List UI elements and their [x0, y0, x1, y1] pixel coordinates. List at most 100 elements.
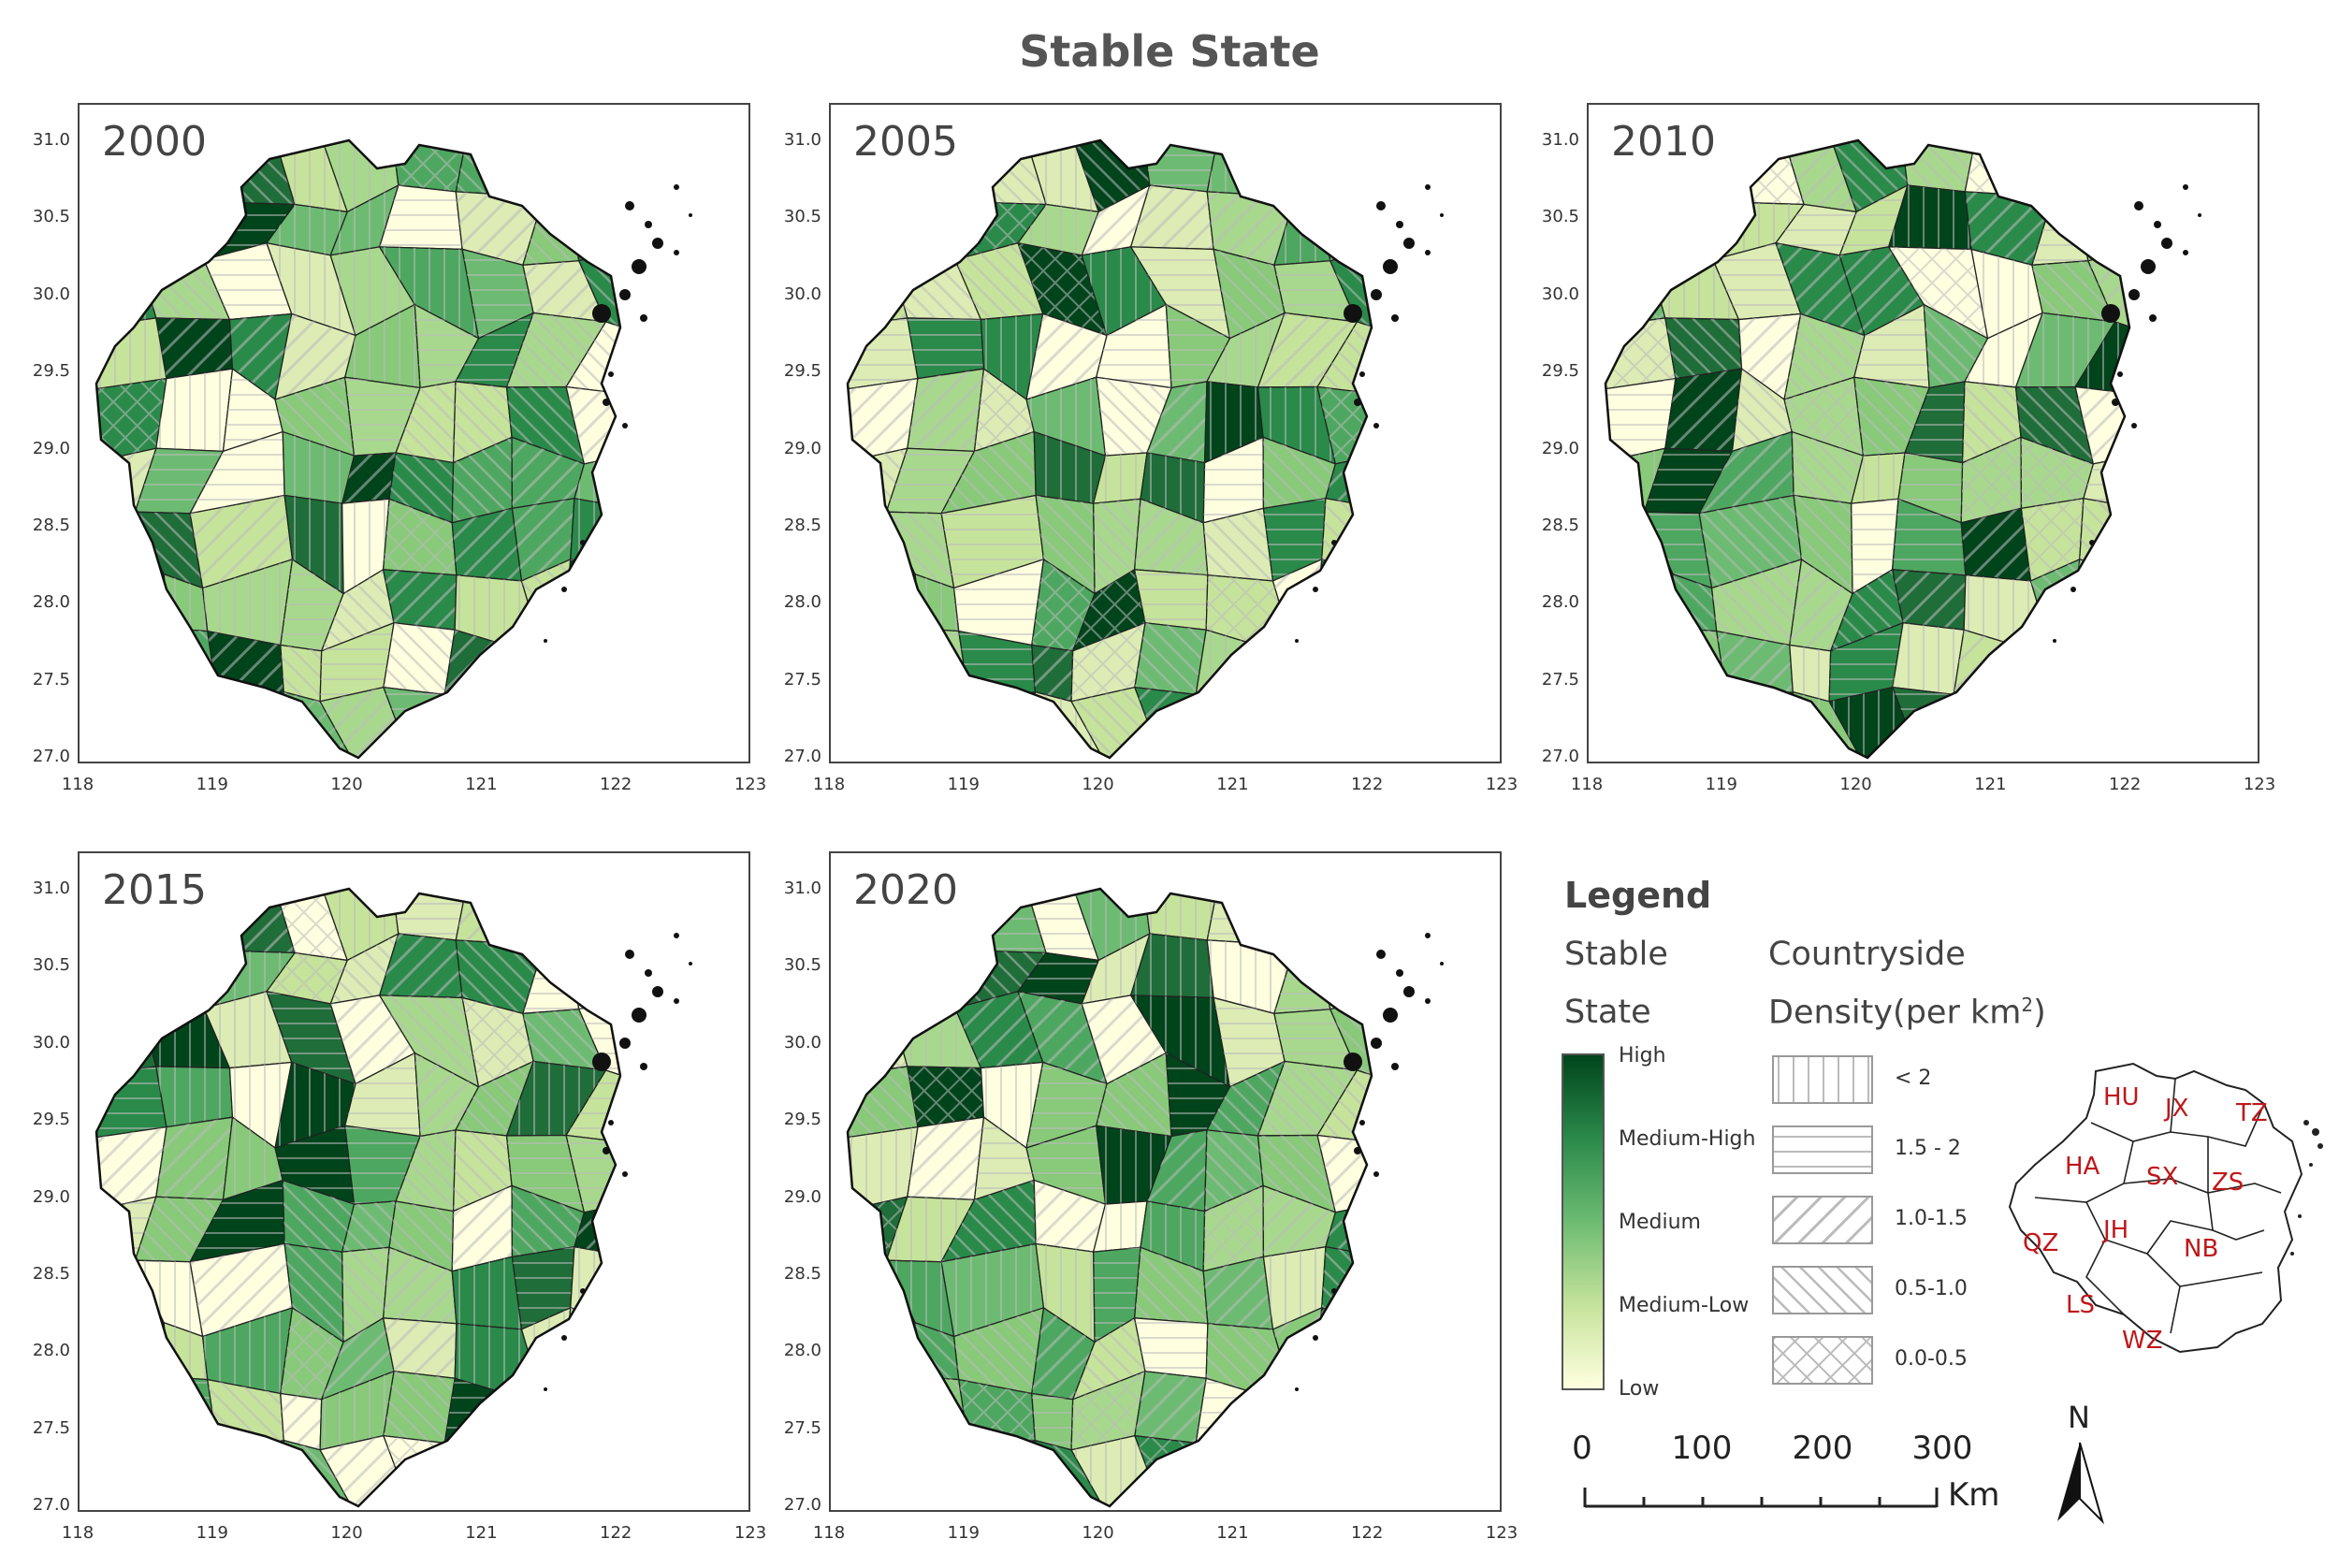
- x-tick-label: 122: [1351, 775, 1384, 794]
- region-label-zs: ZS: [2212, 1169, 2245, 1197]
- colorbar-label-medium-low: Medium-Low: [1619, 1294, 1750, 1317]
- y-tick-label: 27.5: [32, 1417, 70, 1438]
- y-tick-label: 30.0: [32, 283, 70, 304]
- y-tick-label: 28.0: [783, 592, 821, 613]
- hatch-swatch-1-0-1-5: [1772, 1196, 1873, 1244]
- y-tick-label: 30.5: [783, 955, 821, 976]
- y-tick-label: 28.5: [32, 515, 70, 535]
- panel-year: 2020: [853, 866, 958, 914]
- y-tick-label: 27.0: [32, 1495, 70, 1516]
- y-tick-label: 30.0: [783, 1032, 821, 1053]
- y-tick-label: 29.5: [32, 361, 70, 382]
- north-label: N: [2068, 1400, 2090, 1435]
- map-panel-2005: 2005: [829, 103, 1502, 763]
- panel-year: 2000: [102, 118, 207, 166]
- y-tick-label: 29.5: [783, 1110, 821, 1130]
- legend-title: Legend: [1564, 875, 1712, 916]
- y-tick-label: 28.5: [783, 1264, 821, 1284]
- scale-bar: [1583, 1488, 1939, 1508]
- y-tick-label: 27.5: [783, 669, 821, 690]
- scale-tick-0: 0: [1572, 1430, 1592, 1467]
- y-tick-label: 28.5: [1541, 515, 1579, 535]
- x-tick-label: 121: [1974, 775, 2007, 794]
- colorbar-label-low: Low: [1619, 1377, 1660, 1401]
- hatch-label-lt2: < 2: [1895, 1067, 1932, 1090]
- x-tick-label: 120: [1082, 775, 1114, 794]
- y-tick-label: 29.0: [1541, 438, 1579, 458]
- y-tick-label: 27.0: [1541, 747, 1579, 767]
- x-tick-label: 121: [465, 775, 498, 794]
- north-arrow-icon: [2057, 1442, 2105, 1525]
- x-tick-label: 123: [1485, 775, 1518, 794]
- map-panel-2000: 2000: [78, 103, 750, 763]
- x-tick-label: 123: [734, 775, 767, 794]
- colorbar-label-medium: Medium: [1619, 1211, 1701, 1234]
- region-label-qz: QZ: [2023, 1229, 2059, 1257]
- y-tick-label: 31.0: [1541, 130, 1579, 150]
- hatch-label-0-5-1-0: 0.5-1.0: [1895, 1277, 1968, 1300]
- y-tick-label: 31.0: [32, 878, 70, 898]
- hatch-label-1-0-1-5: 1.0-1.5: [1895, 1207, 1968, 1230]
- y-tick-label: 30.0: [783, 283, 821, 304]
- scale-tick-200: 200: [1792, 1430, 1853, 1467]
- figure-title: Stable State: [1019, 26, 1320, 77]
- y-tick-label: 27.0: [783, 1495, 821, 1516]
- y-tick-label: 29.5: [1541, 361, 1579, 382]
- x-tick-label: 121: [1216, 775, 1249, 794]
- x-tick-label: 120: [330, 1523, 363, 1543]
- hatch-swatch-lt2: [1772, 1055, 1873, 1104]
- y-tick-label: 28.0: [32, 592, 70, 613]
- y-tick-label: 28.5: [32, 1264, 70, 1284]
- y-tick-label: 28.0: [1541, 592, 1579, 613]
- y-tick-label: 30.0: [1541, 283, 1579, 304]
- x-tick-label: 119: [947, 775, 980, 794]
- colorbar-label-medium-high: Medium-High: [1619, 1127, 1756, 1151]
- inset-map: [2008, 1062, 2323, 1354]
- region-label-tz: TZ: [2236, 1099, 2268, 1127]
- hatch-label-0-0-0-5: 0.0-0.5: [1895, 1347, 1968, 1371]
- x-tick-label: 120: [1839, 775, 1872, 794]
- region-label-hu: HU: [2103, 1083, 2140, 1111]
- region-label-ha: HA: [2065, 1153, 2100, 1181]
- y-tick-label: 31.0: [32, 130, 70, 150]
- y-tick-label: 30.5: [783, 207, 821, 227]
- y-tick-label: 28.5: [783, 515, 821, 535]
- scale-tick-100: 100: [1671, 1430, 1733, 1467]
- hatch-swatch-0-0-0-5: [1772, 1336, 1873, 1385]
- x-tick-label: 122: [600, 1523, 632, 1543]
- x-tick-label: 118: [61, 1523, 94, 1543]
- y-tick-label: 30.5: [32, 207, 70, 227]
- region-label-nb: NB: [2184, 1235, 2219, 1263]
- x-tick-label: 118: [812, 1523, 846, 1543]
- map-panel-2020: 2020: [829, 851, 1502, 1512]
- y-tick-label: 28.0: [32, 1341, 70, 1361]
- y-tick-label: 29.0: [783, 438, 821, 458]
- map-panel-2015: 2015: [78, 851, 750, 1512]
- region-label-sx: SX: [2146, 1163, 2179, 1191]
- x-tick-label: 121: [465, 1523, 498, 1543]
- y-tick-label: 29.5: [783, 361, 821, 382]
- y-tick-label: 29.0: [783, 1186, 821, 1207]
- x-tick-label: 119: [947, 1523, 980, 1543]
- hatch-swatches: [1772, 1055, 1873, 1385]
- scale-unit: Km: [1948, 1476, 2000, 1514]
- x-tick-label: 120: [1082, 1523, 1114, 1543]
- x-tick-label: 123: [734, 1523, 767, 1543]
- y-tick-label: 27.5: [783, 1417, 821, 1438]
- region-label-jh: JH: [2103, 1216, 2129, 1244]
- colorbar-label-high: High: [1619, 1044, 1666, 1067]
- y-tick-label: 30.5: [1541, 207, 1579, 227]
- density-label-2: Density(per km2): [1768, 994, 2046, 1032]
- x-tick-label: 118: [1570, 775, 1604, 794]
- density-label-1: Countryside: [1768, 936, 1966, 973]
- x-tick-label: 123: [1485, 1523, 1518, 1543]
- y-tick-label: 31.0: [783, 878, 821, 898]
- x-tick-label: 123: [2243, 775, 2276, 794]
- y-tick-label: 27.5: [32, 669, 70, 690]
- panel-year: 2005: [853, 118, 958, 166]
- y-tick-label: 28.0: [783, 1341, 821, 1361]
- x-tick-label: 119: [1705, 775, 1737, 794]
- region-label-wz: WZ: [2122, 1327, 2163, 1355]
- y-tick-label: 30.0: [32, 1032, 70, 1053]
- colorbar: [1562, 1053, 1605, 1390]
